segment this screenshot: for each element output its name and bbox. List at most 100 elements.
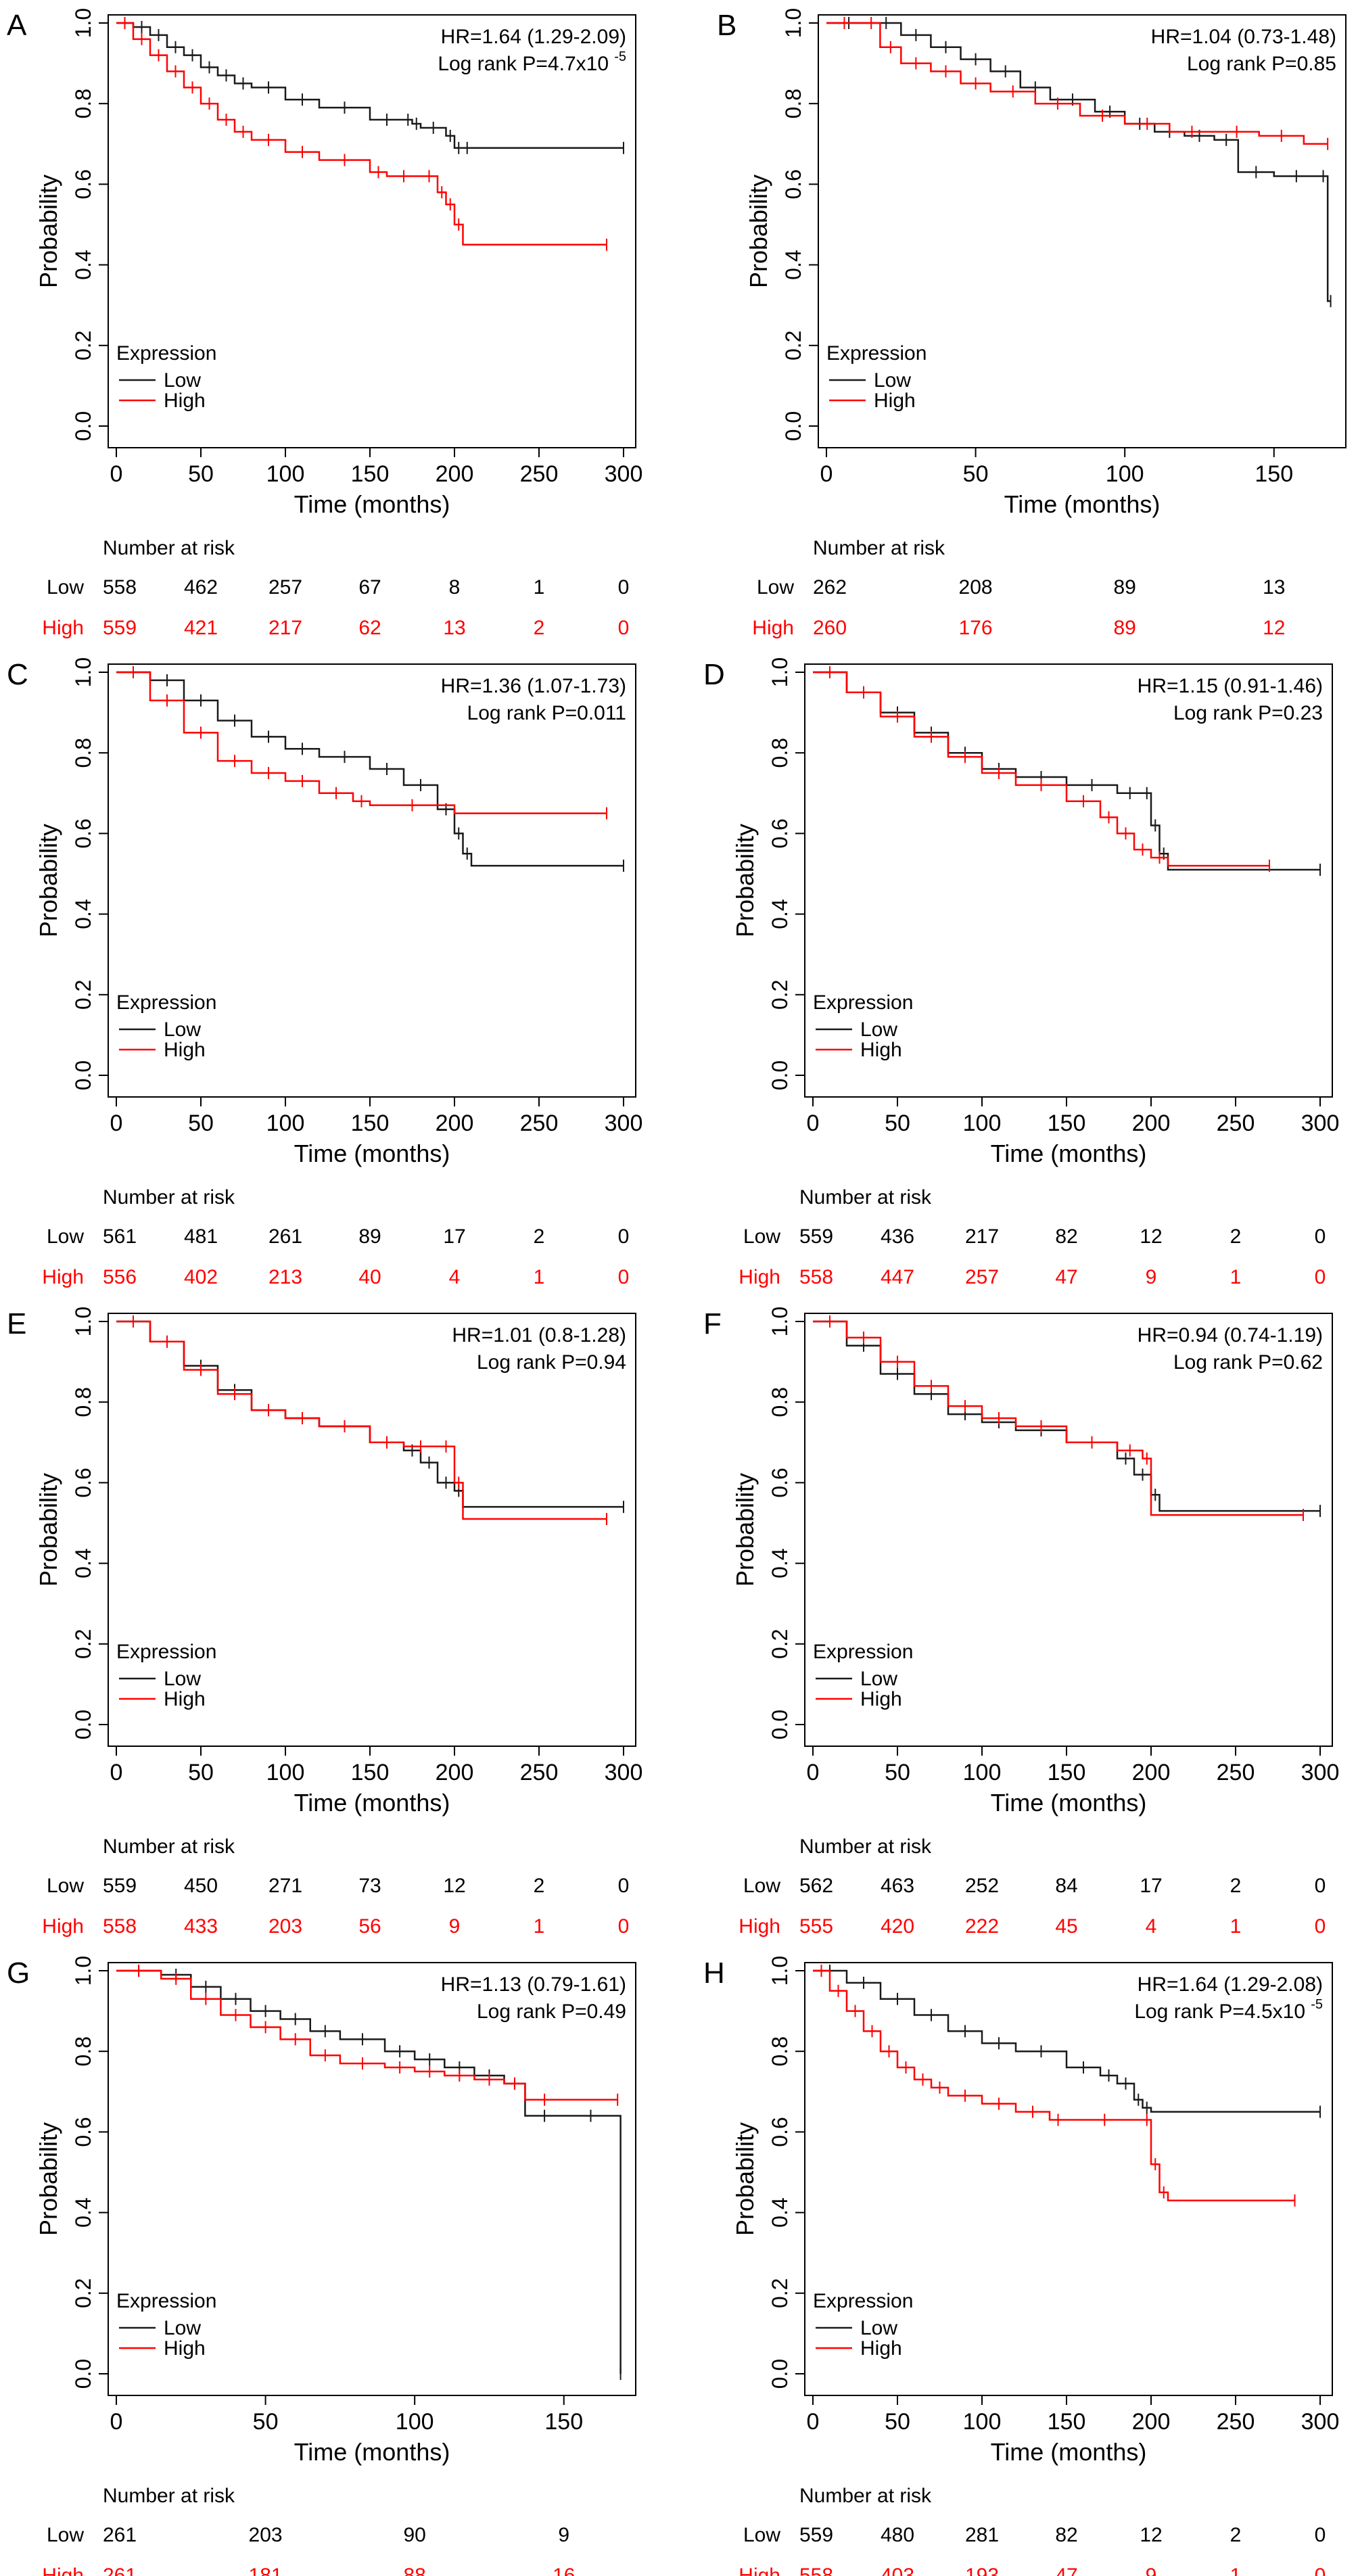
y-tick-label-e-2: 0.4 <box>71 1548 95 1578</box>
x-tick-label-e-0: 0 <box>110 1760 123 1785</box>
panel-label-a: A <box>7 9 27 42</box>
risk-value-a-low-5: 1 <box>534 576 545 599</box>
risk-value-a-high-0: 559 <box>103 617 137 639</box>
risk-value-c-low-4: 17 <box>443 1225 465 1248</box>
y-axis-title-f: Probability <box>731 1473 759 1587</box>
legend-label-d-low: Low <box>860 1018 897 1041</box>
x-tick-label-c-3: 150 <box>351 1110 390 1136</box>
y-tick-label-a-3: 0.6 <box>71 169 95 199</box>
y-tick-label-g-1: 0.2 <box>71 2278 95 2308</box>
risk-value-e-high-1: 433 <box>184 1915 218 1938</box>
x-tick-label-d-1: 50 <box>885 1110 910 1136</box>
risk-value-a-low-0: 558 <box>103 576 137 599</box>
risk-row-label-f-low: Low <box>743 1875 780 1897</box>
y-tick-label-a-1: 0.2 <box>71 331 95 360</box>
risk-value-a-high-4: 13 <box>443 617 465 639</box>
y-tick-label-d-3: 0.6 <box>768 818 792 848</box>
y-tick-label-b-1: 0.2 <box>781 331 805 360</box>
x-tick-label-e-2: 100 <box>266 1760 305 1785</box>
y-tick-label-d-0: 0.0 <box>768 1060 792 1090</box>
censor-marks-d-high <box>826 666 1270 872</box>
risk-header-a: Number at risk <box>103 537 235 559</box>
y-tick-label-b-3: 0.6 <box>781 169 805 199</box>
risk-value-f-high-2: 222 <box>965 1915 999 1938</box>
risk-value-a-low-1: 462 <box>184 576 218 599</box>
x-tick-label-f-6: 300 <box>1301 1760 1340 1785</box>
y-tick-label-e-0: 0.0 <box>71 1710 95 1739</box>
panel-label-b: B <box>717 9 736 42</box>
risk-value-e-low-1: 450 <box>184 1875 218 1897</box>
x-tick-label-d-4: 200 <box>1132 1110 1171 1136</box>
x-axis-title-a: Time (months) <box>294 490 450 518</box>
risk-value-d-high-0: 558 <box>799 1266 833 1288</box>
y-tick-label-d-1: 0.2 <box>768 980 792 1010</box>
censor-marks-b-high <box>840 17 1329 150</box>
risk-value-f-high-5: 1 <box>1230 1915 1242 1938</box>
y-axis-title-b: Probability <box>745 174 772 288</box>
y-tick-label-g-3: 0.6 <box>71 2117 95 2147</box>
risk-value-a-low-4: 8 <box>449 576 461 599</box>
x-tick-label-h-4: 200 <box>1132 2409 1171 2435</box>
risk-value-d-low-3: 82 <box>1055 1225 1077 1248</box>
risk-row-label-e-high: High <box>42 1915 84 1938</box>
risk-value-f-low-0: 562 <box>799 1875 833 1897</box>
legend-label-e-low: Low <box>164 1668 201 1690</box>
legend-label-e-high: High <box>164 1688 206 1710</box>
log-rank-p-b: Log rank P=0.85 <box>1187 53 1336 75</box>
risk-value-h-low-6: 0 <box>1315 2524 1326 2546</box>
risk-value-d-low-0: 559 <box>799 1225 833 1248</box>
y-tick-label-g-2: 0.4 <box>71 2197 95 2227</box>
risk-value-a-low-6: 0 <box>618 576 630 599</box>
plot-frame-g <box>108 1962 636 2396</box>
risk-value-d-high-6: 0 <box>1315 1266 1326 1288</box>
risk-value-g-high-3: 16 <box>553 2565 575 2576</box>
risk-row-label-h-high: High <box>739 2565 780 2576</box>
risk-value-d-low-1: 436 <box>881 1225 914 1248</box>
risk-value-a-low-2: 257 <box>268 576 302 599</box>
risk-value-g-high-2: 88 <box>403 2565 425 2576</box>
x-tick-label-f-3: 150 <box>1048 1760 1086 1785</box>
risk-value-b-low-0: 262 <box>813 576 847 599</box>
y-tick-label-f-1: 0.2 <box>768 1629 792 1659</box>
x-tick-label-g-1: 50 <box>253 2409 279 2435</box>
risk-value-a-low-3: 67 <box>358 576 381 599</box>
legend-label-h-low: Low <box>860 2317 897 2339</box>
risk-value-e-low-0: 559 <box>103 1875 137 1897</box>
hazard-ratio-e: HR=1.01 (0.8-1.28) <box>452 1324 626 1346</box>
panel-b: B 0 50 100 150 0.0 0.2 0.4 0.6 0.8 1.0 Time (months… <box>717 8 1347 639</box>
x-axis-title-g: Time (months) <box>294 2438 450 2466</box>
y-tick-label-c-5: 1.0 <box>71 657 95 687</box>
risk-value-c-high-5: 1 <box>534 1266 545 1288</box>
risk-value-c-high-2: 213 <box>268 1266 302 1288</box>
y-axis-title-a: Probability <box>34 174 62 288</box>
y-tick-label-c-0: 0.0 <box>71 1060 95 1090</box>
risk-value-e-low-2: 271 <box>268 1875 302 1897</box>
risk-value-d-high-1: 447 <box>881 1266 914 1288</box>
risk-value-d-low-2: 217 <box>965 1225 999 1248</box>
risk-value-f-low-2: 252 <box>965 1875 999 1897</box>
risk-header-e: Number at risk <box>103 1835 235 1858</box>
risk-value-c-high-6: 0 <box>618 1266 630 1288</box>
legend-title-d: Expression <box>813 991 913 1014</box>
risk-value-c-high-1: 402 <box>184 1266 218 1288</box>
x-tick-label-a-6: 300 <box>605 461 643 487</box>
plot-frame-d <box>804 663 1333 1098</box>
y-axis-title-c: Probability <box>34 824 62 937</box>
legend-title-g: Expression <box>116 2290 216 2312</box>
survival-curve-d-high <box>813 671 1269 867</box>
x-axis-title-e: Time (months) <box>294 1789 450 1817</box>
x-tick-label-d-5: 250 <box>1217 1110 1255 1136</box>
x-axis-title-d: Time (months) <box>991 1140 1147 1167</box>
y-tick-label-h-1: 0.2 <box>768 2278 792 2308</box>
survival-curve-c-low <box>116 671 624 867</box>
risk-value-b-low-3: 13 <box>1263 576 1285 599</box>
risk-value-e-low-5: 2 <box>534 1875 545 1897</box>
risk-value-f-high-0: 555 <box>799 1915 833 1938</box>
x-tick-label-a-0: 0 <box>110 461 123 487</box>
legend-title-c: Expression <box>116 991 216 1014</box>
x-tick-label-d-2: 100 <box>963 1110 1002 1136</box>
legend-title-a: Expression <box>116 342 216 365</box>
legend-label-a-low: Low <box>164 369 201 392</box>
risk-value-b-low-2: 89 <box>1113 576 1135 599</box>
